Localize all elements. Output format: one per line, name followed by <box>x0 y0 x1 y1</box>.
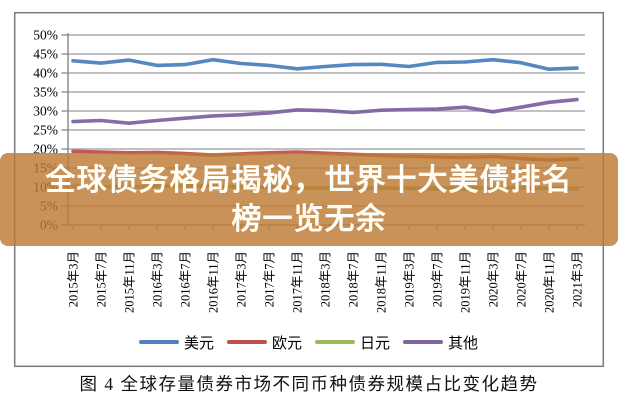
legend-item-usd: 美元 <box>138 332 214 353</box>
series-line-usd <box>71 57 579 71</box>
legend-item-eur: 欧元 <box>226 332 302 353</box>
jpy-line-swatch-icon <box>315 339 355 345</box>
y-axis-label: 50% <box>33 28 58 43</box>
figure-caption: 图 4 全球存量债券市场不同币种债券规模占比变化趋势 <box>79 374 539 394</box>
legend-label-other: 其他 <box>448 335 479 352</box>
x-axis-label: 2016年3月 <box>151 251 165 307</box>
x-axis-label: 2021年3月 <box>571 251 585 307</box>
x-axis-label: 2015年3月 <box>67 251 81 307</box>
legend-label-usd: 美元 <box>183 335 214 352</box>
eur-line-swatch-icon <box>226 339 267 345</box>
x-axis-label: 2017年11月 <box>291 251 305 313</box>
legend-item-jpy: 日元 <box>315 332 390 353</box>
x-axis-label: 2016年7月 <box>179 251 193 307</box>
legend-label-jpy: 日元 <box>360 335 391 352</box>
legend-item-other: 其他 <box>403 332 478 353</box>
y-axis-label: 25% <box>33 123 58 138</box>
x-axis-label: 2017年3月 <box>235 251 249 307</box>
usd-line-swatch-icon <box>138 339 179 345</box>
y-axis-label: 45% <box>33 47 58 62</box>
x-axis-label: 2019年11月 <box>459 251 473 313</box>
y-axis-label: 20% <box>33 142 58 157</box>
x-axis-label: 2019年7月 <box>431 251 445 307</box>
x-axis-label: 2020年11月 <box>543 251 557 313</box>
legend-label-eur: 欧元 <box>271 335 302 352</box>
y-axis-label: 40% <box>33 66 58 81</box>
x-axis-label: 2018年7月 <box>347 251 361 307</box>
headline-line-1: 全球债务格局揭秘，世界十大美债排名 <box>45 163 573 197</box>
x-axis-label: 2015年7月 <box>95 251 109 307</box>
x-axis-label: 2018年11月 <box>375 251 389 313</box>
y-axis-label: 30% <box>33 104 58 119</box>
chart-legend: 美元 欧元 日元 其他 <box>14 331 603 353</box>
x-axis-label: 2015年11月 <box>123 251 137 313</box>
series-line-other <box>71 97 579 125</box>
x-axis-label: 2018年3月 <box>319 251 333 307</box>
x-axis-label: 2017年7月 <box>263 251 277 307</box>
x-axis-label: 2016年11月 <box>207 251 221 313</box>
headline-overlay: 全球债务格局揭秘，世界十大美债排名 榜一览无余 <box>0 153 618 246</box>
x-axis-label: 2020年7月 <box>515 251 529 307</box>
other-line-swatch-icon <box>403 339 444 345</box>
y-axis-label: 35% <box>33 85 58 100</box>
headline-line-2: 榜一览无余 <box>231 202 387 236</box>
x-axis-label: 2020年3月 <box>487 251 501 307</box>
x-axis-label: 2019年3月 <box>403 251 417 307</box>
